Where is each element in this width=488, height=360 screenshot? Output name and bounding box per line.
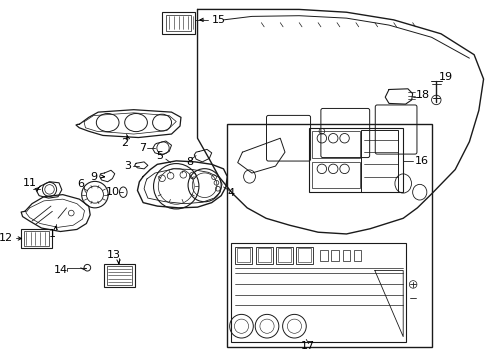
Bar xyxy=(331,249,338,261)
Bar xyxy=(277,248,290,262)
Bar xyxy=(24,231,48,246)
Text: 17: 17 xyxy=(300,341,314,351)
Text: 12: 12 xyxy=(0,234,13,243)
Text: 9: 9 xyxy=(90,171,97,181)
Bar xyxy=(227,124,431,347)
Bar xyxy=(298,248,311,262)
Bar xyxy=(237,248,250,262)
Text: 11: 11 xyxy=(22,179,37,189)
Bar xyxy=(230,243,405,342)
Text: 1: 1 xyxy=(49,229,56,239)
Text: 14: 14 xyxy=(53,265,67,275)
Bar xyxy=(104,264,135,287)
Bar xyxy=(235,247,252,264)
Text: 10: 10 xyxy=(105,187,119,197)
Bar xyxy=(296,247,313,264)
Bar xyxy=(353,249,360,261)
Text: 4: 4 xyxy=(227,188,234,198)
Bar xyxy=(360,130,398,192)
Text: 16: 16 xyxy=(414,156,428,166)
Bar xyxy=(21,229,52,248)
Text: 18: 18 xyxy=(415,90,429,100)
Text: 15: 15 xyxy=(211,15,225,25)
Text: 6: 6 xyxy=(77,179,84,189)
Bar xyxy=(312,131,359,158)
Text: 7: 7 xyxy=(139,143,146,153)
Bar xyxy=(255,247,272,264)
Bar xyxy=(165,15,191,31)
Bar xyxy=(257,248,270,262)
Text: 2: 2 xyxy=(122,139,128,148)
Text: 3: 3 xyxy=(124,161,131,171)
Bar xyxy=(275,247,292,264)
Text: 8: 8 xyxy=(185,157,193,167)
Bar xyxy=(162,12,195,34)
Text: 13: 13 xyxy=(106,250,121,260)
Text: 19: 19 xyxy=(438,72,452,82)
Bar xyxy=(342,249,349,261)
Bar xyxy=(312,162,359,188)
Text: 5: 5 xyxy=(156,151,163,161)
Bar xyxy=(107,266,132,285)
Bar xyxy=(308,128,403,192)
Bar xyxy=(320,249,327,261)
